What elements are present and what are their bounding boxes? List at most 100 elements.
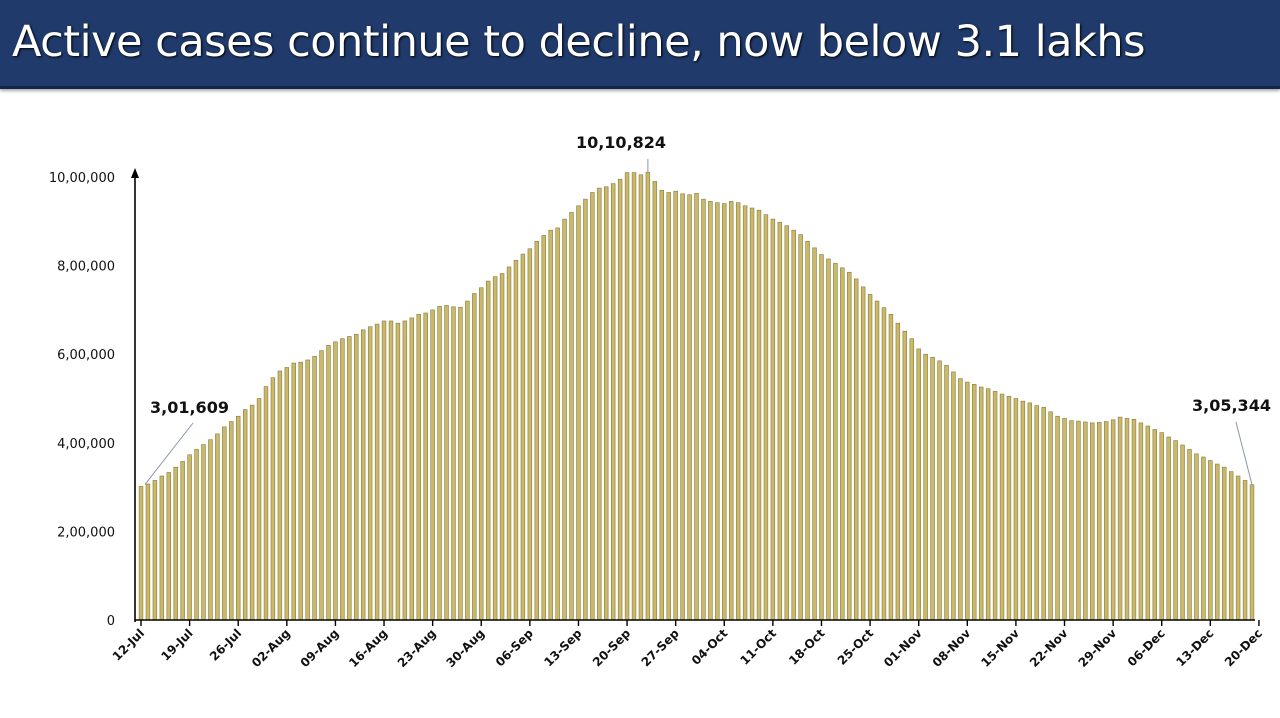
bar (631, 172, 637, 621)
bar (326, 345, 331, 621)
bar (485, 280, 491, 621)
bar (284, 367, 290, 621)
bar (1215, 463, 1220, 621)
bar (388, 320, 394, 621)
x-tick-label: 16-Aug (346, 626, 390, 670)
bar (777, 221, 783, 621)
bar (985, 388, 991, 621)
bar (937, 360, 942, 621)
bar (1097, 422, 1102, 621)
bar (465, 300, 470, 621)
bar (215, 433, 220, 621)
bar (715, 202, 720, 621)
bar (1159, 432, 1164, 621)
bar (1194, 453, 1199, 621)
bar (173, 466, 178, 621)
bar (999, 393, 1005, 621)
annotation-leader-line (144, 422, 194, 485)
bar (826, 258, 831, 621)
bar (798, 234, 803, 621)
bar (1041, 407, 1046, 621)
bar (291, 362, 296, 621)
bar (1090, 422, 1095, 621)
bar (694, 193, 699, 621)
bar (930, 356, 935, 621)
bar (1152, 429, 1158, 621)
bar (610, 183, 616, 621)
bar (951, 371, 956, 621)
bar (673, 190, 678, 621)
bar (645, 171, 651, 621)
x-tick-label: 23-Aug (395, 626, 439, 670)
x-tick-label: 09-Aug (298, 626, 342, 670)
bar (381, 320, 387, 621)
bar (978, 386, 984, 621)
bar (152, 480, 158, 621)
bar (638, 174, 644, 621)
bar (597, 187, 602, 621)
bar (347, 336, 352, 621)
x-tick-label: 01-Nov (881, 626, 925, 670)
x-tick-label: 12-Jul (110, 626, 147, 663)
annotation-start-value: 3,01,609 (150, 398, 229, 417)
annotation-peak-value: 10,10,824 (576, 133, 666, 152)
x-tick-label: 29-Nov (1076, 626, 1120, 670)
bar (270, 377, 276, 621)
bar (1235, 475, 1241, 621)
bar (1034, 405, 1039, 621)
bar (305, 359, 310, 621)
bar (208, 439, 213, 621)
bar (242, 409, 248, 621)
bar (1124, 418, 1130, 621)
title-bar: Active cases continue to decline, now be… (0, 0, 1280, 89)
x-tick-label: 18-Oct (786, 626, 828, 668)
bar (222, 426, 227, 621)
bar (138, 486, 144, 621)
y-tick-label: 2,00,000 (57, 525, 115, 540)
bar (666, 192, 671, 621)
bar (1242, 480, 1248, 621)
bar (722, 203, 727, 621)
bar (992, 391, 998, 621)
bar (166, 472, 171, 621)
bar (972, 384, 977, 621)
x-tick-label: 11-Oct (737, 626, 779, 668)
bar (319, 350, 324, 621)
y-tick-label: 8,00,000 (57, 260, 115, 275)
x-tick-label: 30-Aug (443, 626, 487, 670)
bar (902, 330, 908, 621)
bar (708, 201, 713, 621)
bar (541, 235, 546, 621)
bar (1013, 398, 1019, 621)
bar (965, 381, 970, 621)
bar (527, 248, 533, 621)
bar (263, 386, 269, 621)
bar (472, 293, 477, 621)
bar (590, 192, 595, 621)
bar (819, 254, 824, 621)
bar (1228, 471, 1234, 621)
x-tick-label: 22-Nov (1027, 626, 1071, 670)
bar (145, 483, 151, 621)
y-tick-label: 0 (107, 614, 115, 629)
bar (617, 178, 623, 621)
bar (847, 271, 852, 621)
bar-series (138, 171, 1255, 621)
bar (1249, 484, 1255, 621)
bar (923, 353, 928, 621)
bar (583, 198, 588, 621)
x-tick-label: 06-Sep (493, 626, 536, 669)
bar (340, 338, 345, 621)
bar (749, 207, 755, 621)
bar (180, 461, 185, 621)
x-tick-label: 13-Dec (1173, 626, 1216, 669)
bar (895, 322, 901, 621)
x-tick-label: 04-Oct (689, 626, 731, 668)
bar (159, 475, 165, 621)
x-tick-label: 06-Dec (1125, 626, 1168, 669)
y-tick-label: 10,00,000 (49, 171, 115, 186)
bar (958, 378, 963, 621)
bar (249, 404, 255, 621)
bar (1222, 466, 1227, 621)
